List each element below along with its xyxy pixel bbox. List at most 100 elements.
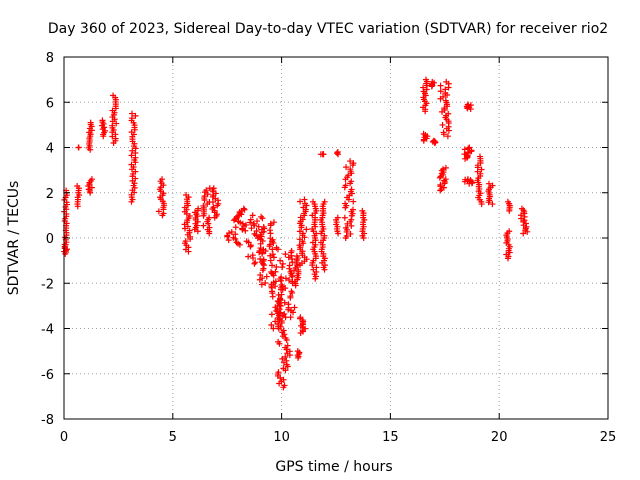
data-point [129, 110, 136, 117]
data-point [464, 176, 471, 183]
data-point [296, 236, 303, 243]
data-point [282, 275, 289, 282]
data-point [420, 130, 427, 137]
data-point [128, 152, 135, 159]
data-point [275, 338, 282, 345]
data-point [489, 182, 496, 189]
data-point [203, 187, 210, 194]
data-point [273, 263, 280, 270]
data-point [269, 246, 276, 253]
data-point [182, 238, 189, 245]
data-point [299, 230, 306, 237]
data-point [445, 110, 452, 117]
x-tick-label: 15 [382, 430, 399, 445]
data-point [345, 172, 352, 179]
data-point [260, 265, 267, 272]
data-point [247, 216, 254, 223]
data-point [269, 288, 276, 295]
data-point [250, 220, 257, 227]
data-point [287, 314, 294, 321]
data-point [282, 251, 289, 258]
data-point [159, 176, 166, 183]
data-point [87, 119, 94, 126]
data-point [287, 268, 294, 275]
data-point [195, 205, 202, 212]
data-point [247, 219, 254, 226]
data-point [310, 198, 317, 205]
data-point [200, 222, 207, 229]
data-point [75, 144, 82, 151]
data-point [184, 223, 191, 230]
data-point [240, 205, 247, 212]
data-points [61, 76, 531, 391]
data-point [113, 120, 120, 127]
data-point [317, 151, 324, 158]
data-point [263, 273, 270, 280]
data-point [99, 117, 106, 124]
data-point [503, 251, 510, 258]
y-tick-label: -2 [41, 277, 54, 292]
data-point [275, 369, 282, 376]
data-point [245, 239, 252, 246]
data-point [284, 342, 291, 349]
data-point [262, 279, 269, 286]
data-point [268, 268, 275, 275]
data-point [209, 199, 216, 206]
data-point [342, 224, 349, 231]
data-point [313, 264, 320, 271]
data-point [342, 200, 349, 207]
data-point [257, 271, 264, 278]
data-point [194, 228, 201, 235]
data-point [288, 307, 295, 314]
data-point [270, 325, 277, 332]
data-point [442, 97, 449, 104]
data-point [279, 264, 286, 271]
data-point [259, 275, 266, 282]
data-point [301, 196, 308, 203]
data-point [300, 204, 307, 211]
y-tick-label: 4 [46, 142, 54, 157]
data-point [239, 220, 246, 227]
data-point [278, 274, 285, 281]
data-point [341, 214, 348, 221]
data-point [286, 262, 293, 269]
data-point [297, 214, 304, 221]
data-point [282, 354, 289, 361]
data-point [348, 186, 355, 193]
grid [64, 57, 608, 419]
data-point [132, 112, 139, 119]
data-point [254, 218, 261, 225]
data-point [206, 214, 213, 221]
data-point [268, 311, 275, 318]
data-point [232, 231, 239, 238]
data-point [297, 198, 304, 205]
data-point [334, 150, 341, 157]
data-point [249, 212, 256, 219]
data-point [303, 226, 310, 233]
data-point [183, 192, 190, 199]
data-point [109, 122, 116, 129]
x-tick-label: 0 [60, 430, 68, 445]
data-point [275, 321, 282, 328]
data-point [442, 86, 449, 93]
data-point [112, 131, 119, 138]
y-tick-label: 8 [46, 51, 54, 66]
data-point [342, 182, 349, 189]
data-point [294, 348, 301, 355]
data-point [350, 160, 357, 167]
data-point [228, 228, 235, 235]
data-point [467, 102, 474, 109]
y-tick-label: 0 [46, 232, 54, 247]
data-point [348, 216, 355, 223]
data-point [85, 186, 92, 193]
data-point [440, 129, 447, 136]
data-point [281, 299, 288, 306]
data-point [286, 277, 293, 284]
data-point [258, 281, 265, 288]
data-point [489, 201, 496, 208]
data-point [267, 257, 274, 264]
data-point [230, 234, 237, 241]
data-point [241, 206, 248, 213]
data-point [442, 176, 449, 183]
data-point [110, 92, 117, 99]
